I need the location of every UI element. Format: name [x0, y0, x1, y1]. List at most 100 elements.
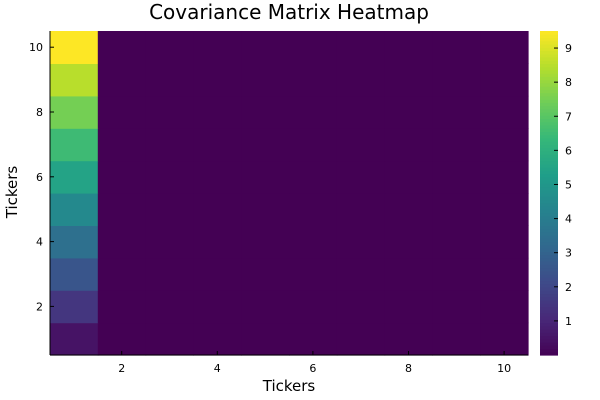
colorbar-tick-label: 6	[565, 144, 572, 157]
y-axis-label: Tickers	[3, 166, 21, 220]
colorbar-segment	[540, 79, 558, 84]
colorbar-segment	[540, 170, 558, 175]
heatmap-cell	[241, 95, 290, 129]
heatmap-cell	[50, 63, 99, 97]
heatmap-cell	[480, 257, 529, 291]
colorbar-segment	[540, 274, 558, 278]
colorbar-segment	[540, 50, 558, 55]
heatmap-cell	[289, 193, 338, 226]
y-tick-label: 2	[36, 300, 43, 313]
colorbar-segment	[540, 176, 558, 181]
heatmap-cell	[193, 225, 242, 259]
heatmap-cell	[289, 95, 338, 129]
colorbar-segment	[540, 342, 558, 346]
colorbar-segment	[540, 160, 558, 165]
colorbar-segment	[540, 199, 558, 204]
heatmap-cell	[289, 128, 338, 162]
colorbar-segment	[540, 34, 558, 39]
heatmap-cell	[289, 31, 338, 64]
colorbar-segment	[540, 150, 558, 155]
colorbar-segment	[540, 173, 558, 178]
colorbar-segment	[540, 264, 558, 269]
heatmap-cell	[97, 290, 147, 324]
heatmap-cell	[480, 63, 529, 97]
colorbar-segment	[540, 296, 558, 301]
colorbar-segment	[540, 189, 558, 194]
heatmap-cell	[145, 257, 194, 291]
heatmap-cell	[241, 322, 290, 356]
heatmap-cell	[50, 290, 99, 324]
colorbar	[540, 31, 558, 356]
heatmap-cells	[50, 31, 529, 356]
colorbar-segment	[540, 121, 558, 126]
colorbar-segment	[540, 299, 558, 304]
colorbar-segment	[540, 196, 558, 201]
heatmap-cell	[193, 31, 242, 64]
x-tick-label: 4	[214, 362, 221, 375]
colorbar-segment	[540, 351, 558, 356]
colorbar-segment	[540, 82, 558, 87]
colorbar-tick-label: 3	[565, 247, 572, 260]
colorbar-segment	[540, 69, 558, 74]
heatmap-cell	[145, 290, 194, 324]
heatmap-cell	[97, 128, 147, 162]
colorbar-segment	[540, 293, 558, 298]
x-tick-label: 6	[309, 362, 316, 375]
heatmap-cell	[480, 225, 529, 259]
colorbar-segment	[540, 60, 558, 64]
colorbar-segment	[540, 215, 558, 220]
heatmap-cell	[432, 128, 481, 162]
heatmap-cell	[432, 322, 481, 356]
heatmap-cell	[480, 193, 529, 226]
heatmap-cell	[384, 257, 433, 291]
heatmap-cell	[432, 193, 481, 226]
heatmap-cell	[50, 31, 99, 64]
colorbar-segment	[540, 329, 558, 333]
heatmap-cell	[336, 128, 386, 162]
heatmap-cell	[50, 225, 99, 259]
colorbar-segment	[540, 63, 558, 68]
colorbar-segment	[540, 108, 558, 113]
colorbar-segment	[540, 283, 558, 288]
colorbar-segment	[540, 270, 558, 275]
colorbar-segment	[540, 40, 558, 45]
colorbar-segment	[540, 115, 558, 120]
y-tick-label: 10	[29, 41, 43, 54]
heatmap-cell	[145, 160, 194, 194]
heatmap-cell	[336, 95, 386, 129]
colorbar-segment	[540, 228, 558, 233]
heatmap-cell	[432, 31, 481, 64]
heatmap-cell	[384, 290, 433, 324]
colorbar-segment	[540, 128, 558, 133]
colorbar-segment	[540, 335, 558, 340]
colorbar-tick-label: 4	[565, 213, 572, 226]
heatmap-cell	[289, 257, 338, 291]
colorbar-segment	[540, 319, 558, 324]
colorbar-segment	[540, 222, 558, 226]
colorbar-segment	[540, 202, 558, 207]
heatmap-cell	[193, 95, 242, 129]
heatmap-cell	[50, 257, 99, 291]
heatmap-cell	[50, 95, 99, 129]
heatmap-cell	[480, 322, 529, 356]
colorbar-segment	[540, 212, 558, 217]
colorbar-segment	[540, 316, 558, 320]
heatmap-cell	[289, 160, 338, 194]
colorbar-segment	[540, 73, 558, 77]
heatmap-cell	[193, 257, 242, 291]
colorbar-segment	[540, 244, 558, 249]
colorbar-segment	[540, 238, 558, 243]
heatmap-cell	[384, 193, 433, 226]
heatmap-cell	[384, 128, 433, 162]
colorbar-segment	[540, 267, 558, 272]
heatmap-cell	[384, 63, 433, 97]
colorbar-segment	[540, 154, 558, 158]
heatmap-cell	[432, 160, 481, 194]
colorbar-segment	[540, 186, 558, 191]
colorbar-segment	[540, 47, 558, 52]
colorbar-segment	[540, 193, 558, 197]
colorbar-segment	[540, 277, 558, 282]
heatmap-cell	[97, 193, 147, 226]
colorbar-segment	[540, 105, 558, 110]
x-tick-label: 10	[497, 362, 511, 375]
